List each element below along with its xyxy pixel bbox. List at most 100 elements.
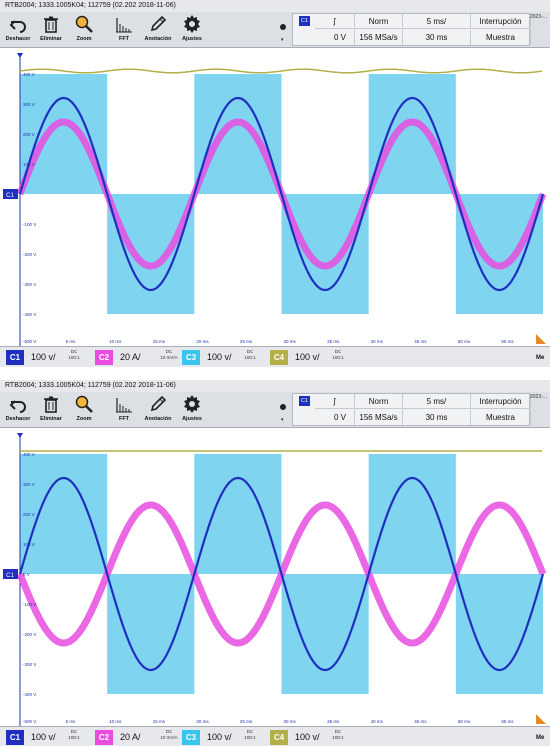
deshacer-button[interactable]: Deshacer [2, 392, 34, 428]
offset-indicator-icon [536, 334, 546, 344]
x-tick-label: 5 ms [66, 339, 77, 344]
zoom-button[interactable]: Zoom [68, 392, 100, 428]
trigger-mode[interactable]: Norm [355, 14, 403, 29]
channel-c1-scale[interactable]: 100 v/ [31, 352, 56, 362]
y-tick-label: 200 V [23, 132, 35, 137]
c1-ground-marker[interactable]: C1 [3, 569, 18, 579]
offset-indicator-icon [536, 714, 546, 724]
acquisition-settings[interactable]: C1 ʃ Norm 5 ms/Interrupción 0 V 156 MSa/s 30 m… [292, 13, 531, 46]
ajustes-button[interactable]: Ajustes [176, 12, 208, 48]
acquisition-mode[interactable]: Muestra [471, 410, 531, 425]
waveform-display[interactable]: C1 400 V 300 V 200 V 100 V -100 V -200 V -300 V… [0, 49, 550, 346]
date-readout: 2023-... [530, 394, 547, 400]
fft-button[interactable]: FFT [108, 392, 140, 428]
trigger-channel-badge[interactable]: C1 [299, 16, 310, 26]
y-tick-label: -500 V [23, 719, 36, 724]
probe-label: 100:1 [68, 355, 80, 360]
c3-low-segment [455, 574, 543, 694]
date-readout: 2023-... [530, 14, 547, 20]
menu-dot-icon[interactable] [280, 24, 286, 30]
channel-c4-badge[interactable]: C4 [270, 350, 288, 365]
anotacin-button[interactable]: Anotación [142, 12, 174, 48]
time-scale[interactable]: 5 ms/ [403, 14, 471, 29]
probe-label: 100:1 [68, 735, 80, 740]
coupling-label: DC [334, 349, 342, 354]
toolbar-label: Deshacer [5, 416, 31, 422]
c1-ground-marker[interactable]: C1 [3, 189, 18, 199]
acquisition-settings[interactable]: C1 ʃ Norm 5 ms/Interrupción 0 V 156 MSa/s 30 m… [292, 393, 531, 426]
y-tick-label: -500 V [23, 339, 36, 344]
zoom-button[interactable]: Zoom [68, 12, 100, 48]
toolbar-label: Ajustes [182, 36, 202, 42]
y-tick-label: -200 V [23, 632, 36, 637]
channel-c4-coupling: DC 100:1 [330, 349, 346, 361]
sample-rate[interactable]: 156 MSa/s [355, 410, 403, 425]
eliminar-button[interactable]: Eliminar [35, 392, 67, 428]
gear-icon [176, 12, 208, 36]
toolbar-label: Eliminar [40, 36, 62, 42]
measure-tab[interactable]: Me [536, 735, 545, 741]
fft-icon [108, 392, 140, 416]
channel-c3-scale[interactable]: 100 v/ [207, 732, 232, 742]
y-tick-label: 400 V [23, 452, 35, 457]
record-length[interactable]: 30 ms [403, 30, 471, 45]
channel-c1-scale[interactable]: 100 v/ [31, 732, 56, 742]
channel-c1-badge[interactable]: C1 [6, 350, 24, 365]
coupling-label: DC [70, 349, 78, 354]
trigger-edge[interactable]: ʃ [315, 394, 355, 409]
coupling-label: DC [246, 349, 254, 354]
x-tick-label: 20 ms [196, 339, 209, 344]
channel-c3-scale[interactable]: 100 v/ [207, 352, 232, 362]
time-scale[interactable]: 5 ms/ [403, 394, 471, 409]
toolbar-label: Eliminar [40, 416, 62, 422]
channel-c2-scale[interactable]: 20 A/ [120, 352, 141, 362]
eliminar-button[interactable]: Eliminar [35, 12, 67, 48]
trigger-channel-badge[interactable]: C1 [299, 396, 310, 406]
trigger-mode[interactable]: Norm [355, 394, 403, 409]
trigger-edge[interactable]: ʃ [315, 14, 355, 29]
c3-high-segment [368, 454, 456, 574]
channel-c2-coupling: DC 10 mV/A [155, 349, 183, 361]
channel-c4-badge[interactable]: C4 [270, 730, 288, 745]
toolbar-label: Anotación [144, 36, 172, 42]
x-tick-label: 30 ms [284, 719, 297, 724]
channel-c4-scale[interactable]: 100 v/ [295, 352, 320, 362]
c3-low-segment [107, 574, 195, 694]
measure-tab[interactable]: Me [536, 355, 545, 361]
channel-c3-badge[interactable]: C3 [182, 350, 200, 365]
channel-c2-scale[interactable]: 20 A/ [120, 732, 141, 742]
caret-down-icon[interactable]: ▾ [281, 417, 284, 423]
trigger-level[interactable]: 0 V [293, 30, 355, 45]
channel-c4-coupling: DC 100:1 [330, 729, 346, 741]
acquisition-mode[interactable]: Muestra [471, 30, 531, 45]
x-tick-label: 50 ms [458, 339, 471, 344]
ajustes-button[interactable]: Ajustes [176, 392, 208, 428]
fft-button[interactable]: FFT [108, 12, 140, 48]
trigger-type[interactable]: Interrupción [471, 394, 531, 409]
waveform-svg: C1 400 V 300 V 200 V 100 V 0 V -100 V -200 V -30… [3, 433, 547, 726]
trigger-type[interactable]: Interrupción [471, 14, 531, 29]
sample-rate[interactable]: 156 MSa/s [355, 30, 403, 45]
waveform-display[interactable]: C1 400 V 300 V 200 V 100 V 0 V -100 V -200 V -30… [0, 429, 550, 726]
pencil-icon [142, 392, 174, 416]
channel-c4-scale[interactable]: 100 v/ [295, 732, 320, 742]
trigger-position-marker[interactable] [17, 433, 23, 438]
trigger-level[interactable]: 0 V [293, 410, 355, 425]
undo-icon [2, 12, 34, 36]
probe-label: 100:1 [244, 735, 256, 740]
x-tick-label: 35 ms [327, 719, 340, 724]
coupling-label: DC [165, 349, 173, 354]
channel-statusbar: C1 100 v/DC 100:1 C2 20 A/DC 10 mV/A C3 100 v/D… [0, 726, 550, 746]
channel-c2-badge[interactable]: C2 [95, 730, 113, 745]
record-length[interactable]: 30 ms [403, 410, 471, 425]
caret-down-icon[interactable]: ▾ [281, 37, 284, 43]
channel-c2-badge[interactable]: C2 [95, 350, 113, 365]
trigger-position-marker[interactable] [17, 53, 23, 58]
channel-c3-badge[interactable]: C3 [182, 730, 200, 745]
deshacer-button[interactable]: Deshacer [2, 12, 34, 48]
y-tick-label: -400 V [23, 692, 36, 697]
menu-dot-icon[interactable] [280, 404, 286, 410]
anotacin-button[interactable]: Anotación [142, 392, 174, 428]
channel-c1-badge[interactable]: C1 [6, 730, 24, 745]
waveform-svg: C1 400 V 300 V 200 V 100 V -100 V -200 V -300 V… [3, 53, 547, 346]
